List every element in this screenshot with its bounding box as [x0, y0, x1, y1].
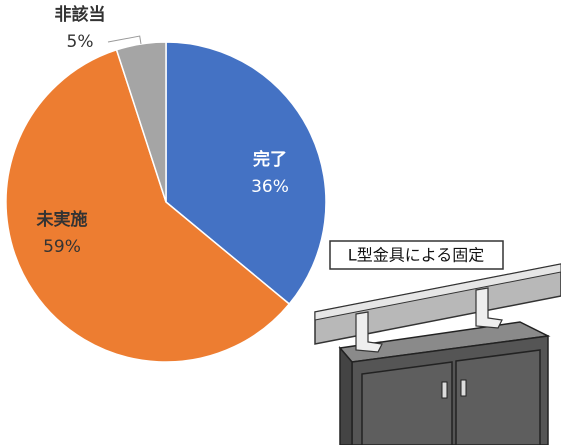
- door-right: [455, 349, 541, 445]
- category-label: 完了: [253, 149, 287, 170]
- annotation-box: [329, 240, 504, 270]
- value-label: 5%: [67, 32, 94, 52]
- cabinet-side: [339, 345, 353, 445]
- handle: [441, 381, 448, 399]
- illustration: [314, 240, 561, 445]
- handle: [460, 379, 467, 397]
- bracket: [355, 311, 383, 353]
- category-label: 未実施: [36, 209, 88, 230]
- pie-slice: [115, 41, 167, 203]
- value-label: 36%: [251, 177, 289, 197]
- door-left: [361, 361, 453, 445]
- pie-slice: [5, 48, 291, 363]
- leader-line: [107, 35, 142, 45]
- category-label: 非該当: [55, 4, 106, 25]
- rail-top: [314, 263, 561, 321]
- pie-slice: [165, 41, 327, 306]
- bracket: [475, 287, 503, 329]
- annotation: L型金具による固定: [348, 246, 484, 265]
- value-label: 59%: [43, 237, 81, 257]
